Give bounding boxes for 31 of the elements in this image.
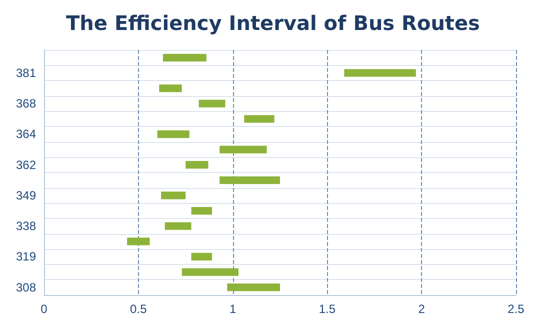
bar [161, 192, 186, 200]
bar [198, 100, 226, 108]
bar [244, 115, 274, 123]
y-tick-label: 349 [16, 188, 36, 202]
bar [164, 222, 192, 230]
bar [344, 69, 416, 77]
bar [182, 268, 238, 276]
x-tick-label: 1.5 [318, 302, 336, 316]
chart-title: The Efficiency Interval of Bus Routes [66, 11, 480, 35]
bar [157, 130, 190, 138]
bar [191, 206, 212, 215]
bar [162, 54, 206, 62]
bar [220, 176, 280, 184]
x-tick-label: 1 [229, 302, 236, 316]
bar [191, 252, 212, 261]
y-tick-label: 368 [16, 96, 36, 111]
x-tick-label: 0 [40, 302, 48, 316]
bar [186, 161, 208, 169]
bar [127, 238, 150, 246]
x-tick-label: 2.5 [508, 302, 525, 316]
bar [220, 146, 267, 154]
bar [159, 84, 182, 92]
y-tick-label: 364 [16, 127, 36, 142]
y-tick-label: 338 [16, 219, 36, 234]
bar [227, 284, 280, 292]
y-tick-label: 362 [16, 158, 36, 172]
y-tick-label: 308 [16, 280, 36, 294]
x-tick-label: 2 [418, 302, 426, 316]
y-tick-label: 381 [16, 66, 36, 80]
y-tick-label: 319 [16, 250, 36, 264]
x-tick-label: 0.5 [130, 302, 148, 316]
